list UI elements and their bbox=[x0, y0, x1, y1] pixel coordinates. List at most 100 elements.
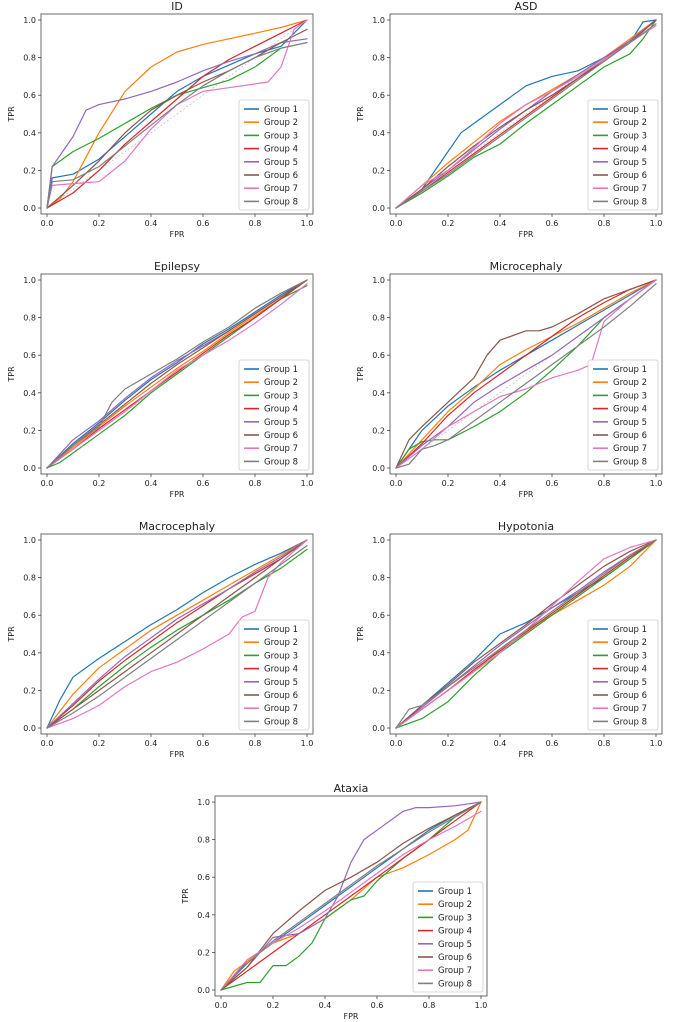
x-tick-label: 0.2 bbox=[442, 739, 455, 748]
legend-box bbox=[238, 619, 310, 731]
legend-box bbox=[238, 99, 310, 211]
legend-label: Group 8 bbox=[438, 979, 472, 989]
x-tick-label: 0.2 bbox=[442, 219, 455, 228]
y-tick-label: 0.0 bbox=[372, 464, 385, 473]
legend-label: Group 8 bbox=[264, 457, 298, 467]
y-tick-label: 0.4 bbox=[372, 129, 385, 138]
chart-panel-macrocephaly: Macrocephaly 0.0 0.2 0.4 0.6 0.8 1.0 0.0 0.2 0.4 0… bbox=[7, 520, 314, 759]
series-line-group-5 bbox=[220, 801, 482, 991]
legend-label: Group 3 bbox=[613, 131, 647, 141]
chart-title: Ataxia bbox=[334, 782, 369, 795]
x-tick-label: 1.0 bbox=[301, 739, 314, 748]
series-line-group-3 bbox=[46, 548, 308, 729]
legend-label: Group 3 bbox=[264, 651, 298, 661]
x-tick-label: 0.6 bbox=[197, 219, 210, 228]
x-tick-label: 0.0 bbox=[390, 219, 403, 228]
series-line-group-8 bbox=[220, 801, 482, 991]
y-tick-label: 0.6 bbox=[372, 611, 385, 620]
legend-label: Group 1 bbox=[613, 365, 647, 375]
x-tick-label: 0.8 bbox=[249, 219, 262, 228]
series-line-group-1 bbox=[46, 539, 308, 729]
x-tick-label: 0.2 bbox=[93, 479, 106, 488]
axes-frame bbox=[40, 13, 314, 215]
x-tick-label: 1.0 bbox=[650, 479, 663, 488]
y-tick-label: 0.4 bbox=[197, 911, 210, 920]
axes-frame bbox=[40, 273, 314, 475]
chart-title: Hypotonia bbox=[498, 520, 554, 533]
legend-label: Group 4 bbox=[613, 405, 647, 415]
chart-panel-hypotonia: Hypotonia 0.0 0.2 0.4 0.6 0.8 1.0 0.0 0.2 0.4 0.6 0… bbox=[356, 520, 663, 759]
x-tick-label: 0.0 bbox=[41, 479, 54, 488]
legend-label: Group 6 bbox=[613, 431, 647, 441]
legend-label: Group 4 bbox=[613, 145, 647, 155]
legend-label: Group 6 bbox=[264, 431, 298, 441]
y-tick-label: 1.0 bbox=[372, 16, 385, 25]
legend-label: Group 8 bbox=[613, 717, 647, 727]
y-tick-label: 0.8 bbox=[372, 574, 385, 583]
series-line-group-8 bbox=[395, 23, 657, 209]
x-tick-label: 0.8 bbox=[598, 219, 611, 228]
x-tick-label: 0.2 bbox=[267, 1001, 280, 1010]
legend-label: Group 7 bbox=[264, 184, 298, 194]
legend-label: Group 5 bbox=[264, 158, 298, 168]
legend-label: Group 1 bbox=[438, 887, 472, 897]
y-tick-label: 0.0 bbox=[23, 204, 36, 213]
y-tick-label: 1.0 bbox=[372, 276, 385, 285]
axes-frame bbox=[389, 533, 663, 735]
x-axis-label: FPR bbox=[519, 750, 534, 759]
x-axis-label: FPR bbox=[170, 230, 185, 239]
y-tick-label: 0.6 bbox=[197, 873, 210, 882]
y-axis-label: TPR bbox=[181, 888, 190, 905]
x-tick-label: 0.6 bbox=[546, 219, 559, 228]
chance-diagonal bbox=[46, 19, 308, 209]
x-tick-label: 0.0 bbox=[390, 739, 403, 748]
y-tick-label: 0.8 bbox=[23, 54, 36, 63]
series-line-group-8 bbox=[46, 279, 308, 469]
y-tick-label: 0.4 bbox=[23, 649, 36, 658]
y-tick-label: 0.2 bbox=[372, 686, 385, 695]
legend-label: Group 7 bbox=[264, 444, 298, 454]
series-line-group-3 bbox=[46, 41, 308, 209]
series-line-group-5 bbox=[46, 38, 308, 209]
y-tick-label: 0.2 bbox=[23, 166, 36, 175]
legend-label: Group 2 bbox=[613, 378, 647, 388]
x-tick-label: 1.0 bbox=[475, 1001, 488, 1010]
y-tick-label: 0.0 bbox=[197, 986, 210, 995]
x-axis-label: FPR bbox=[170, 490, 185, 499]
y-tick-label: 0.6 bbox=[23, 611, 36, 620]
legend-label: Group 1 bbox=[264, 365, 298, 375]
x-tick-label: 0.8 bbox=[249, 479, 262, 488]
y-tick-label: 0.2 bbox=[372, 426, 385, 435]
x-tick-label: 0.2 bbox=[442, 479, 455, 488]
x-tick-label: 1.0 bbox=[301, 219, 314, 228]
y-tick-label: 0.6 bbox=[372, 351, 385, 360]
x-tick-label: 0.0 bbox=[390, 479, 403, 488]
y-tick-label: 1.0 bbox=[23, 276, 36, 285]
legend-label: Group 3 bbox=[264, 131, 298, 141]
series-line-group-3 bbox=[395, 539, 657, 729]
legend-box bbox=[587, 619, 659, 731]
legend-label: Group 7 bbox=[438, 966, 472, 976]
x-tick-label: 0.0 bbox=[215, 1001, 228, 1010]
x-tick-label: 0.8 bbox=[423, 1001, 436, 1010]
legend-box bbox=[587, 359, 659, 471]
legend-label: Group 6 bbox=[613, 691, 647, 701]
series-line-group-4 bbox=[395, 279, 657, 469]
chart-title: Epilepsy bbox=[154, 260, 201, 273]
x-axis-label: FPR bbox=[519, 490, 534, 499]
chart-title: ASD bbox=[515, 0, 538, 13]
chart-title: Microcephaly bbox=[490, 260, 563, 273]
x-tick-label: 0.4 bbox=[494, 479, 507, 488]
series-line-group-7 bbox=[395, 25, 657, 209]
legend-label: Group 6 bbox=[613, 171, 647, 181]
series-line-group-8 bbox=[46, 544, 308, 729]
legend-label: Group 2 bbox=[264, 378, 298, 388]
x-tick-label: 0.4 bbox=[145, 219, 158, 228]
y-tick-label: 0.8 bbox=[23, 314, 36, 323]
legend-label: Group 2 bbox=[264, 638, 298, 648]
legend-label: Group 3 bbox=[613, 651, 647, 661]
series-line-group-5 bbox=[395, 279, 657, 469]
y-tick-label: 0.0 bbox=[372, 724, 385, 733]
legend-label: Group 3 bbox=[438, 913, 472, 923]
legend-label: Group 7 bbox=[613, 704, 647, 714]
